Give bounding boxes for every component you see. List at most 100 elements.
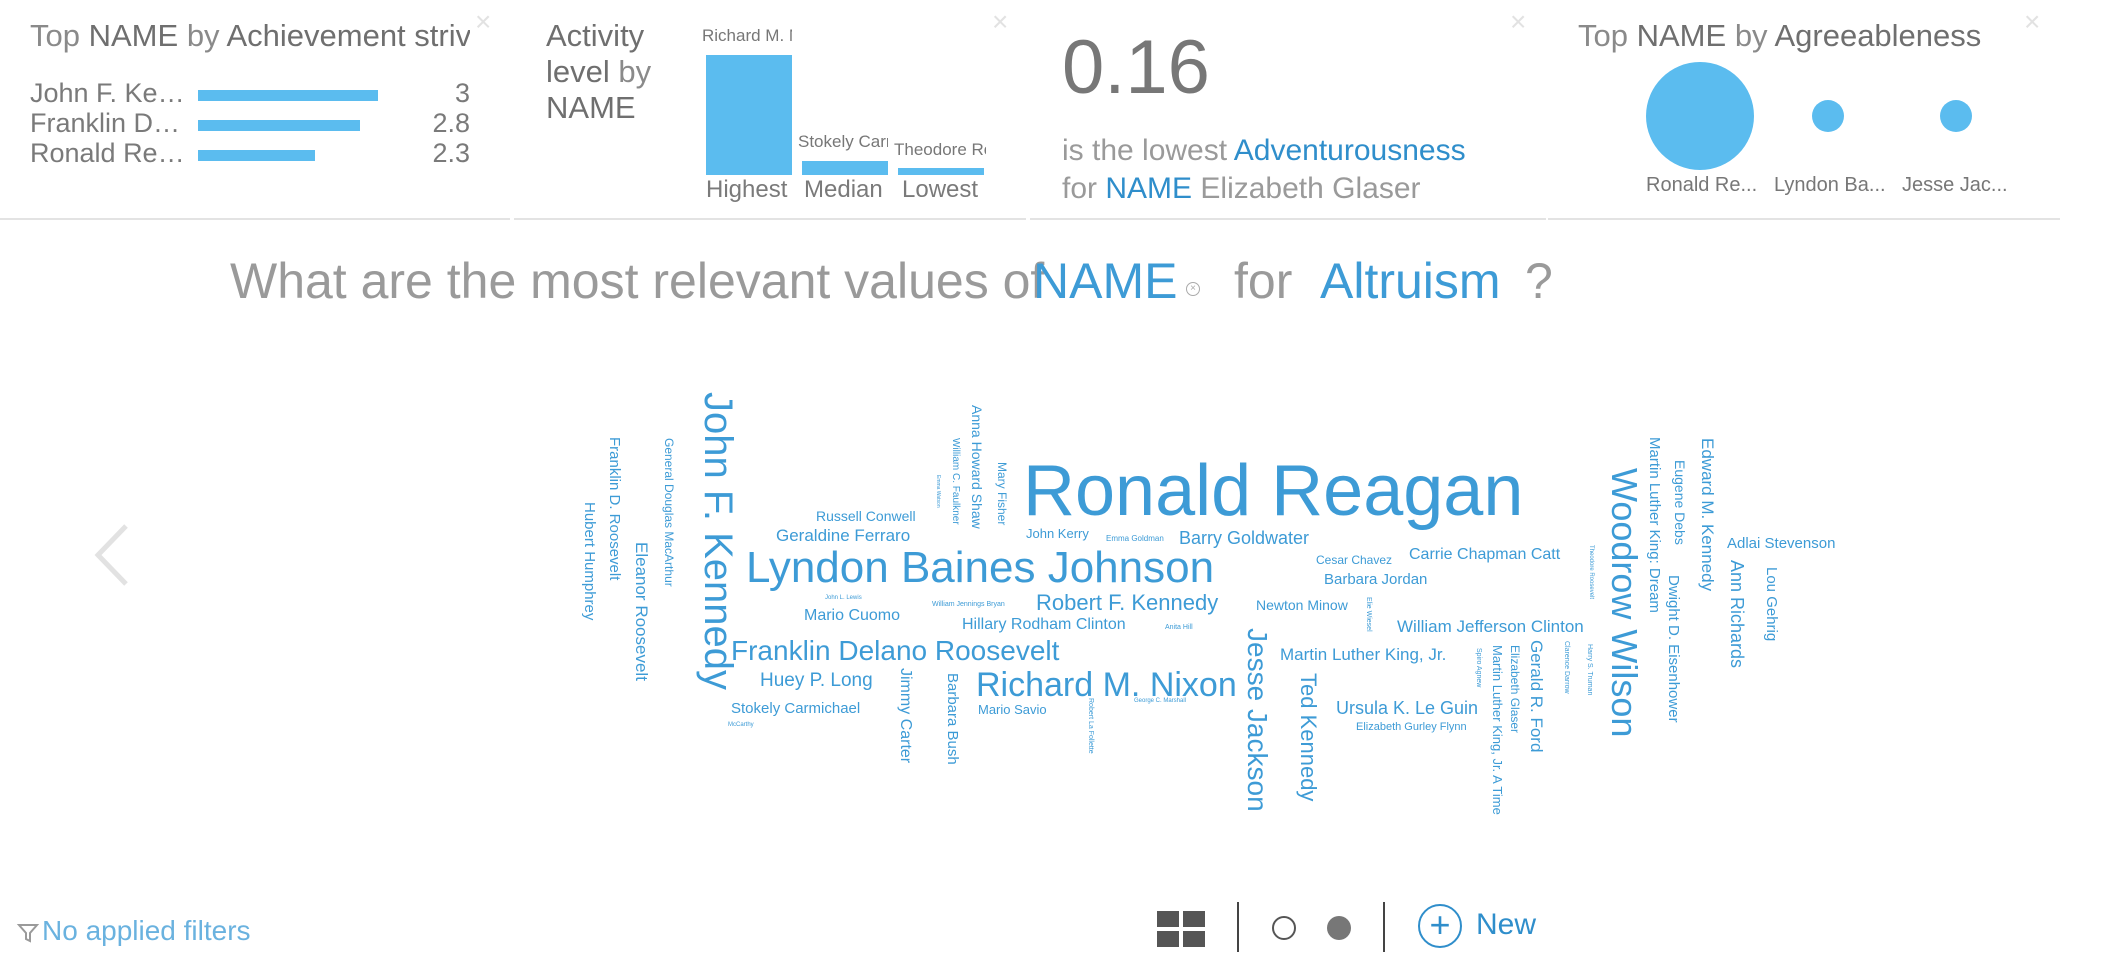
- close-icon[interactable]: ×: [475, 6, 492, 37]
- card-adventurousness[interactable]: 0.16 × is the lowest Adventurousness for…: [1030, 0, 1546, 220]
- remove-token-icon[interactable]: ×: [1186, 282, 1200, 296]
- bar-category: Lowest: [902, 176, 979, 203]
- title-prefix: Top: [1578, 18, 1628, 53]
- cloud-word[interactable]: Elie Wiesel: [1365, 597, 1372, 632]
- close-icon[interactable]: ×: [992, 6, 1009, 37]
- cloud-word[interactable]: Barbara Bush: [944, 673, 961, 765]
- chevron-left-icon[interactable]: [86, 520, 146, 590]
- cloud-word[interactable]: Franklin D. Roosevelt: [606, 437, 623, 581]
- cloud-word[interactable]: Robert La Follette: [1087, 698, 1094, 754]
- cloud-word[interactable]: Huey P. Long: [760, 670, 873, 691]
- cloud-word[interactable]: Clarence Darrow: [1563, 641, 1570, 694]
- grid-view-icon[interactable]: [1157, 911, 1205, 947]
- cloud-word[interactable]: Lyndon Baines Johnson: [746, 543, 1214, 592]
- cloud-word[interactable]: Harry S. Truman: [1586, 644, 1593, 695]
- card-title: Activity level by NAME: [546, 18, 656, 126]
- cloud-word[interactable]: Woodrow Wilson: [1604, 468, 1645, 737]
- cloud-word[interactable]: Hubert Humphrey: [581, 502, 598, 621]
- card-achievement-striving[interactable]: Top NAME by Achievement strivi × John F.…: [0, 0, 510, 220]
- cloud-word[interactable]: Ann Richards: [1727, 560, 1747, 668]
- cloud-word[interactable]: Stokely Carmichael: [731, 700, 860, 717]
- cloud-word[interactable]: Mario Savio: [978, 702, 1047, 717]
- cloud-word[interactable]: Ted Kennedy: [1296, 673, 1321, 801]
- card-title: Top NAME by Achievement strivi: [30, 18, 470, 54]
- cloud-word[interactable]: William Jefferson Clinton: [1397, 617, 1584, 636]
- cloud-word[interactable]: Anita Hill: [1165, 624, 1193, 631]
- cloud-word[interactable]: Newton Minow: [1256, 597, 1349, 613]
- cloud-word[interactable]: Richard M. Nixon: [976, 666, 1237, 704]
- bar-label: Franklin Del...: [30, 108, 190, 138]
- cloud-word[interactable]: Ronald Reagan: [1023, 451, 1523, 531]
- cloud-word[interactable]: John Kerry: [1026, 526, 1089, 541]
- cloud-word[interactable]: Adlai Stevenson: [1727, 535, 1835, 552]
- cloud-word[interactable]: John F. Kennedy: [696, 392, 740, 690]
- cloud-word[interactable]: Martin Luther King: Dream: [1646, 437, 1663, 613]
- cloud-word[interactable]: Eleanor Roosevelt: [632, 542, 651, 681]
- cloud-word[interactable]: Emma Watson: [935, 475, 941, 508]
- title-by: by: [1734, 18, 1768, 53]
- page-dot-active[interactable]: [1327, 916, 1351, 940]
- cloud-word[interactable]: Dwight D. Eisenhower: [1665, 575, 1682, 723]
- cloud-word[interactable]: McCarthy: [728, 722, 754, 728]
- cloud-word[interactable]: Mario Cuomo: [804, 607, 900, 624]
- title-field: NAME: [88, 18, 179, 53]
- new-button[interactable]: + New: [1418, 904, 1536, 950]
- bar-name-label: Theodore Ro: [894, 140, 986, 159]
- bar: [198, 120, 360, 131]
- cloud-word[interactable]: Geraldine Ferraro: [776, 526, 910, 545]
- cloud-word[interactable]: Eugene Debs: [1672, 460, 1688, 545]
- cloud-word[interactable]: Edward M. Kennedy: [1698, 438, 1717, 592]
- close-icon[interactable]: ×: [1510, 6, 1527, 37]
- cloud-word[interactable]: Martin Luther King, Jr. A Time: [1490, 645, 1505, 815]
- filters-indicator[interactable]: No applied filters: [16, 915, 251, 947]
- cloud-word[interactable]: Barbara Jordan: [1324, 571, 1427, 588]
- kpi-field: NAME: [1105, 172, 1193, 205]
- title-measure: Activity level: [546, 18, 645, 89]
- cloud-word[interactable]: Gerald R. Ford: [1527, 640, 1546, 752]
- cloud-word[interactable]: William Jennings Bryan: [932, 601, 1005, 608]
- question-field-token[interactable]: NAME: [1033, 253, 1178, 309]
- cloud-word[interactable]: Ursula K. Le Guin: [1336, 698, 1478, 718]
- cloud-word[interactable]: Franklin Delano Roosevelt: [731, 635, 1060, 666]
- cloud-word[interactable]: Theodore Roosevelt: [1588, 545, 1594, 599]
- card-agreeableness[interactable]: Top NAME by Agreeableness × Ronald Re...…: [1548, 0, 2060, 220]
- question-suffix: ?: [1525, 253, 1553, 309]
- question-bar: What are the most relevant values of NAM…: [0, 252, 2110, 312]
- cloud-word[interactable]: George C. Marshall: [1134, 698, 1186, 704]
- cloud-word[interactable]: Barry Goldwater: [1179, 528, 1309, 548]
- cloud-word[interactable]: Emma Goldman: [1106, 534, 1164, 543]
- bar-median: [802, 161, 888, 175]
- cloud-word[interactable]: Anna Howard Shaw: [969, 405, 985, 530]
- bar-name-label: Stokely Carr: [798, 132, 888, 151]
- cloud-word[interactable]: William C. Faulkner: [950, 438, 961, 525]
- cloud-word[interactable]: Elizabeth Gurley Flynn: [1356, 721, 1467, 733]
- cloud-word[interactable]: Robert F. Kennedy: [1036, 590, 1218, 615]
- cloud-word[interactable]: Elizabeth Glaser: [1508, 645, 1522, 733]
- cloud-word[interactable]: Cesar Chavez: [1316, 553, 1392, 567]
- kpi-value: 0.16: [1062, 25, 1210, 110]
- bar-value: 3: [454, 78, 470, 108]
- cloud-word[interactable]: Martin Luther King, Jr.: [1280, 645, 1446, 664]
- kpi-line-2: for NAME Elizabeth Glaser: [1062, 172, 1421, 206]
- cloud-word[interactable]: Spiro Agnew: [1475, 648, 1482, 688]
- cloud-word[interactable]: Jimmy Carter: [897, 668, 914, 764]
- page-dot[interactable]: [1272, 916, 1296, 940]
- kpi-entity: Elizabeth Glaser: [1200, 172, 1421, 205]
- bar-highest: [706, 55, 792, 175]
- question-measure-token[interactable]: Altruism: [1320, 253, 1501, 309]
- close-icon[interactable]: ×: [2024, 6, 2041, 37]
- cloud-word[interactable]: Russell Conwell: [816, 508, 916, 524]
- cloud-word[interactable]: Jesse Jackson: [1242, 628, 1273, 812]
- title-prefix: Top: [30, 18, 80, 53]
- kpi-line-1: is the lowest Adventurousness: [1062, 134, 1466, 168]
- filters-label: No applied filters: [42, 915, 251, 946]
- cloud-word[interactable]: Hillary Rodham Clinton: [962, 616, 1126, 633]
- bubble-label: Jesse Jac...: [1902, 174, 2008, 196]
- cloud-word[interactable]: Mary Fisher: [995, 462, 1009, 525]
- card-activity-level[interactable]: Activity level by NAME × Richard M. N Hi…: [514, 0, 1026, 220]
- cloud-word[interactable]: Carrie Chapman Catt: [1409, 546, 1561, 563]
- cloud-word[interactable]: Lou Gehrig: [1763, 567, 1780, 641]
- cloud-word[interactable]: John L. Lewis: [825, 595, 862, 601]
- cloud-word[interactable]: General Douglas MacArthur: [662, 438, 676, 587]
- divider: [1383, 902, 1385, 952]
